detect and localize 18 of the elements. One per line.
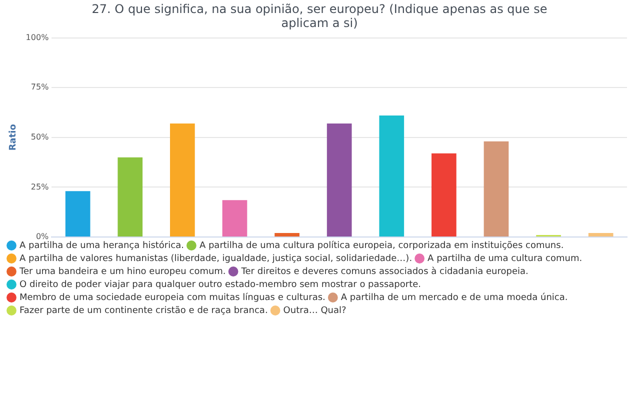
legend-label: Fazer parte de um continente cristão e de raça branca. [20, 306, 268, 316]
y-tick-label: 100% [26, 32, 50, 42]
legend-label: Ter direitos e deveres comuns associados à cidadania europeia. [240, 266, 528, 277]
y-tick-label: 75% [30, 82, 50, 92]
legend-label: O direito de poder viajar para qualquer outro estado-membro sem mostrar o passaporte. [20, 280, 422, 290]
legend-label: A partilha de um mercado e de uma moeda única. [340, 292, 568, 303]
legend-label: A partilha de uma cultura política europeia, corporizada em instituições comuns. [199, 240, 564, 251]
y-tick-label: 25% [30, 182, 50, 192]
legend-label: A partilha de uma herança histórica. [20, 240, 184, 251]
legend-label: Outra… Qual? [283, 306, 346, 316]
chart-title: 27. O que significa, na sua opinião, ser europeu? (Indique apenas as que se aplicam a si) [90, 1, 548, 30]
y-tick-label: 50% [30, 132, 50, 142]
legend-label: Membro de uma sociedade europeia com muitas línguas e culturas. [20, 292, 326, 303]
legend-label: A partilha de uma cultura comum. [428, 254, 582, 264]
legend-label: Ter uma bandeira e um hino europeu comum. [18, 266, 226, 277]
y-axis-title: Ratio [8, 124, 19, 151]
y-tick-label: 0% [36, 232, 50, 242]
legend-label: A partilha de valores humanistas (liberdade, igualdade, justiça social, solidariedade…). [20, 254, 412, 264]
